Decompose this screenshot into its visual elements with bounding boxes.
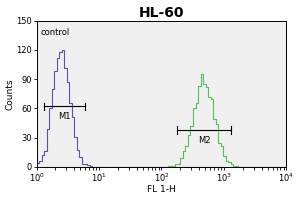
Text: control: control (40, 28, 70, 37)
Title: HL-60: HL-60 (139, 6, 184, 20)
X-axis label: FL 1-H: FL 1-H (147, 185, 176, 194)
Text: M2: M2 (198, 136, 211, 145)
Y-axis label: Counts: Counts (6, 78, 15, 110)
Text: M1: M1 (58, 112, 71, 121)
